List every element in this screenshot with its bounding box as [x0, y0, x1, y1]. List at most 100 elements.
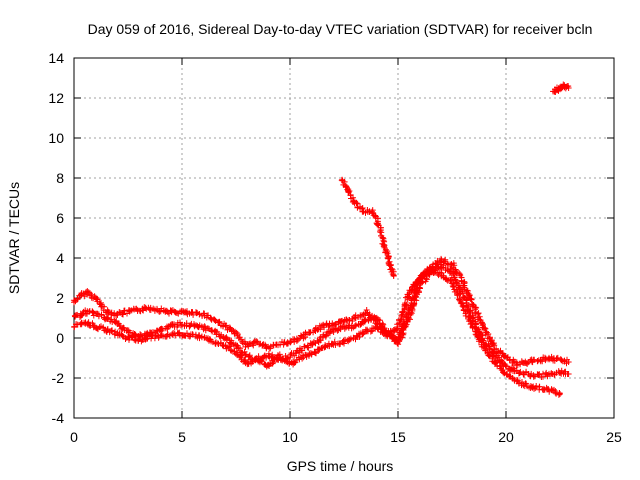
data-point-marker: [462, 312, 469, 319]
data-point-marker: [105, 314, 112, 321]
axis-ticks: 0 5 10 15 20 25 -4 -2 0 2 4 6 8 10 12 14: [48, 50, 622, 445]
x-tick-label: 15: [390, 429, 406, 445]
data-point-marker: [353, 200, 360, 206]
data-point-marker: [565, 85, 572, 91]
data-point-marker: [201, 323, 208, 330]
data-point-marker: [313, 350, 319, 357]
data-point-marker: [551, 386, 557, 393]
data-point-marker: [476, 316, 483, 323]
data-point-marker: [226, 343, 233, 350]
data-point-marker: [442, 256, 449, 263]
data-point-marker: [200, 310, 207, 317]
data-point-marker: [269, 351, 276, 358]
x-tick-label: 20: [498, 429, 514, 445]
data-point-marker: [463, 296, 470, 303]
data-point-marker: [265, 362, 272, 369]
data-point-marker: [427, 268, 434, 275]
x-tick-label: 0: [70, 429, 78, 445]
data-point-marker: [339, 317, 346, 324]
data-point-marker: [362, 316, 369, 323]
data-point-marker: [78, 312, 85, 318]
data-point-marker: [230, 340, 237, 347]
data-point-marker: [157, 308, 164, 315]
data-point-marker: [475, 310, 482, 317]
y-axis-label: SDTVAR / TECUs: [6, 182, 22, 294]
data-point-marker: [190, 311, 197, 318]
data-point-marker: [207, 315, 214, 322]
data-point-marker: [351, 323, 358, 330]
x-axis-label: GPS time / hours: [287, 458, 394, 474]
data-point-marker: [169, 331, 176, 338]
data-point-marker: [402, 300, 409, 307]
y-tick-label: 12: [48, 90, 64, 106]
y-tick-label: 8: [56, 170, 64, 186]
data-point-marker: [380, 235, 387, 242]
data-point-marker: [531, 356, 538, 363]
data-point-marker: [104, 326, 111, 332]
y-tick-label: 2: [56, 290, 64, 306]
y-tick-label: -4: [52, 410, 65, 426]
data-point-marker: [456, 270, 463, 277]
data-point-marker: [554, 354, 561, 361]
data-point-marker: [523, 380, 530, 387]
data-point-marker: [354, 204, 361, 211]
data-point-marker: [196, 311, 203, 318]
data-point-marker: [483, 346, 490, 353]
data-point-marker: [171, 321, 177, 328]
data-point-marker: [536, 383, 543, 390]
data-point-marker: [262, 341, 269, 348]
data-point-marker: [174, 310, 180, 316]
data-point-marker: [565, 371, 572, 377]
y-tick-label: 0: [56, 330, 64, 346]
x-tick-label: 10: [282, 429, 298, 445]
data-point-marker: [385, 330, 391, 337]
data-point-marker: [346, 336, 353, 343]
data-point-marker: [533, 383, 540, 389]
data-point-marker: [204, 325, 211, 332]
data-point-marker: [332, 321, 339, 328]
data-points: [70, 81, 572, 398]
data-point-marker: [138, 332, 145, 339]
data-point-marker: [108, 316, 115, 323]
data-point-marker: [407, 316, 413, 323]
data-point-marker: [404, 310, 411, 317]
chart-title: Day 059 of 2016, Sidereal Day-to-day VTE…: [88, 21, 593, 37]
data-point-marker: [291, 338, 298, 345]
data-point-marker: [222, 323, 229, 330]
data-point-marker: [337, 324, 344, 331]
data-point-marker: [175, 330, 182, 337]
data-point-marker: [281, 357, 288, 364]
data-point-marker: [293, 338, 300, 344]
data-point-marker: [89, 309, 96, 315]
data-point-marker: [383, 249, 390, 256]
data-point-marker: [495, 354, 502, 361]
data-point-marker: [565, 359, 572, 365]
data-point-marker: [253, 338, 260, 345]
data-point-marker: [360, 330, 367, 337]
data-point-marker: [343, 316, 350, 323]
data-point-marker: [184, 330, 190, 337]
data-point-marker: [117, 322, 124, 329]
plot-frame: [73, 57, 615, 419]
data-point-marker: [540, 373, 546, 380]
data-point-marker: [464, 287, 471, 294]
data-point-marker: [449, 283, 456, 289]
data-point-marker: [270, 359, 277, 366]
data-point-marker: [74, 296, 81, 303]
data-point-marker: [341, 340, 347, 347]
data-point-marker: [456, 291, 462, 298]
data-point-marker: [120, 311, 126, 318]
data-point-marker: [367, 328, 374, 335]
data-point-marker: [379, 234, 386, 241]
data-point-marker: [236, 334, 243, 341]
data-point-marker: [467, 295, 474, 302]
data-point-marker: [109, 327, 116, 334]
data-point-marker: [451, 262, 458, 269]
y-tick-label: 10: [48, 130, 64, 146]
data-point-marker: [517, 368, 524, 375]
data-point-marker: [557, 391, 563, 397]
data-point-marker: [397, 317, 404, 324]
data-point-marker: [456, 285, 462, 292]
data-point-marker: [420, 273, 427, 280]
